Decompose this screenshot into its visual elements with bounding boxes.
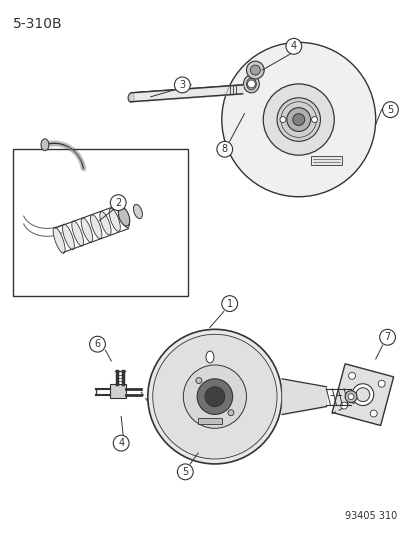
Circle shape	[228, 410, 233, 416]
Circle shape	[379, 329, 394, 345]
Circle shape	[246, 61, 263, 79]
Circle shape	[263, 84, 333, 155]
Circle shape	[276, 98, 320, 141]
Circle shape	[382, 102, 397, 118]
Ellipse shape	[62, 224, 74, 249]
Circle shape	[174, 77, 190, 93]
Circle shape	[152, 334, 276, 459]
Circle shape	[369, 410, 376, 417]
Circle shape	[340, 402, 347, 409]
Text: 4: 4	[290, 42, 296, 51]
Bar	[13, 149, 188, 296]
Circle shape	[311, 117, 317, 123]
Ellipse shape	[246, 78, 256, 90]
Circle shape	[110, 195, 126, 211]
Circle shape	[286, 108, 310, 132]
Text: 2: 2	[115, 198, 121, 208]
Circle shape	[285, 38, 301, 54]
Text: 7: 7	[384, 332, 390, 342]
Circle shape	[250, 65, 260, 75]
Circle shape	[183, 365, 246, 429]
Text: 5-310B: 5-310B	[13, 17, 62, 30]
Ellipse shape	[53, 227, 65, 253]
Circle shape	[348, 373, 355, 379]
Text: 8: 8	[221, 144, 227, 154]
Circle shape	[292, 114, 304, 125]
Bar	[110, 384, 126, 398]
Text: 5: 5	[387, 104, 393, 115]
Circle shape	[197, 379, 232, 415]
Ellipse shape	[41, 139, 49, 151]
Circle shape	[344, 391, 356, 402]
Circle shape	[89, 336, 105, 352]
Circle shape	[221, 296, 237, 311]
Ellipse shape	[71, 221, 83, 246]
Circle shape	[147, 329, 281, 464]
Circle shape	[377, 381, 384, 387]
Circle shape	[355, 387, 369, 401]
Bar	[310, 156, 341, 165]
Circle shape	[195, 377, 201, 384]
Circle shape	[247, 80, 255, 88]
Ellipse shape	[206, 351, 214, 363]
Circle shape	[347, 394, 353, 400]
Ellipse shape	[118, 207, 129, 226]
Ellipse shape	[118, 205, 129, 228]
Ellipse shape	[133, 204, 142, 219]
Polygon shape	[331, 364, 393, 425]
Text: 5: 5	[182, 467, 188, 477]
Circle shape	[113, 435, 129, 451]
Ellipse shape	[100, 212, 111, 235]
Text: 93405 310: 93405 310	[344, 511, 396, 521]
Circle shape	[351, 384, 373, 406]
Text: 4: 4	[118, 438, 124, 448]
Ellipse shape	[109, 208, 120, 231]
Circle shape	[279, 117, 285, 123]
Ellipse shape	[128, 93, 134, 102]
Ellipse shape	[81, 218, 93, 243]
Text: 1: 1	[226, 298, 232, 309]
Ellipse shape	[90, 215, 102, 239]
Circle shape	[204, 387, 224, 407]
Text: 6: 6	[94, 339, 100, 349]
Bar	[198, 418, 221, 424]
Circle shape	[221, 42, 375, 197]
Circle shape	[177, 464, 193, 480]
Circle shape	[216, 141, 232, 157]
Ellipse shape	[243, 75, 259, 93]
Text: 3: 3	[179, 80, 185, 90]
